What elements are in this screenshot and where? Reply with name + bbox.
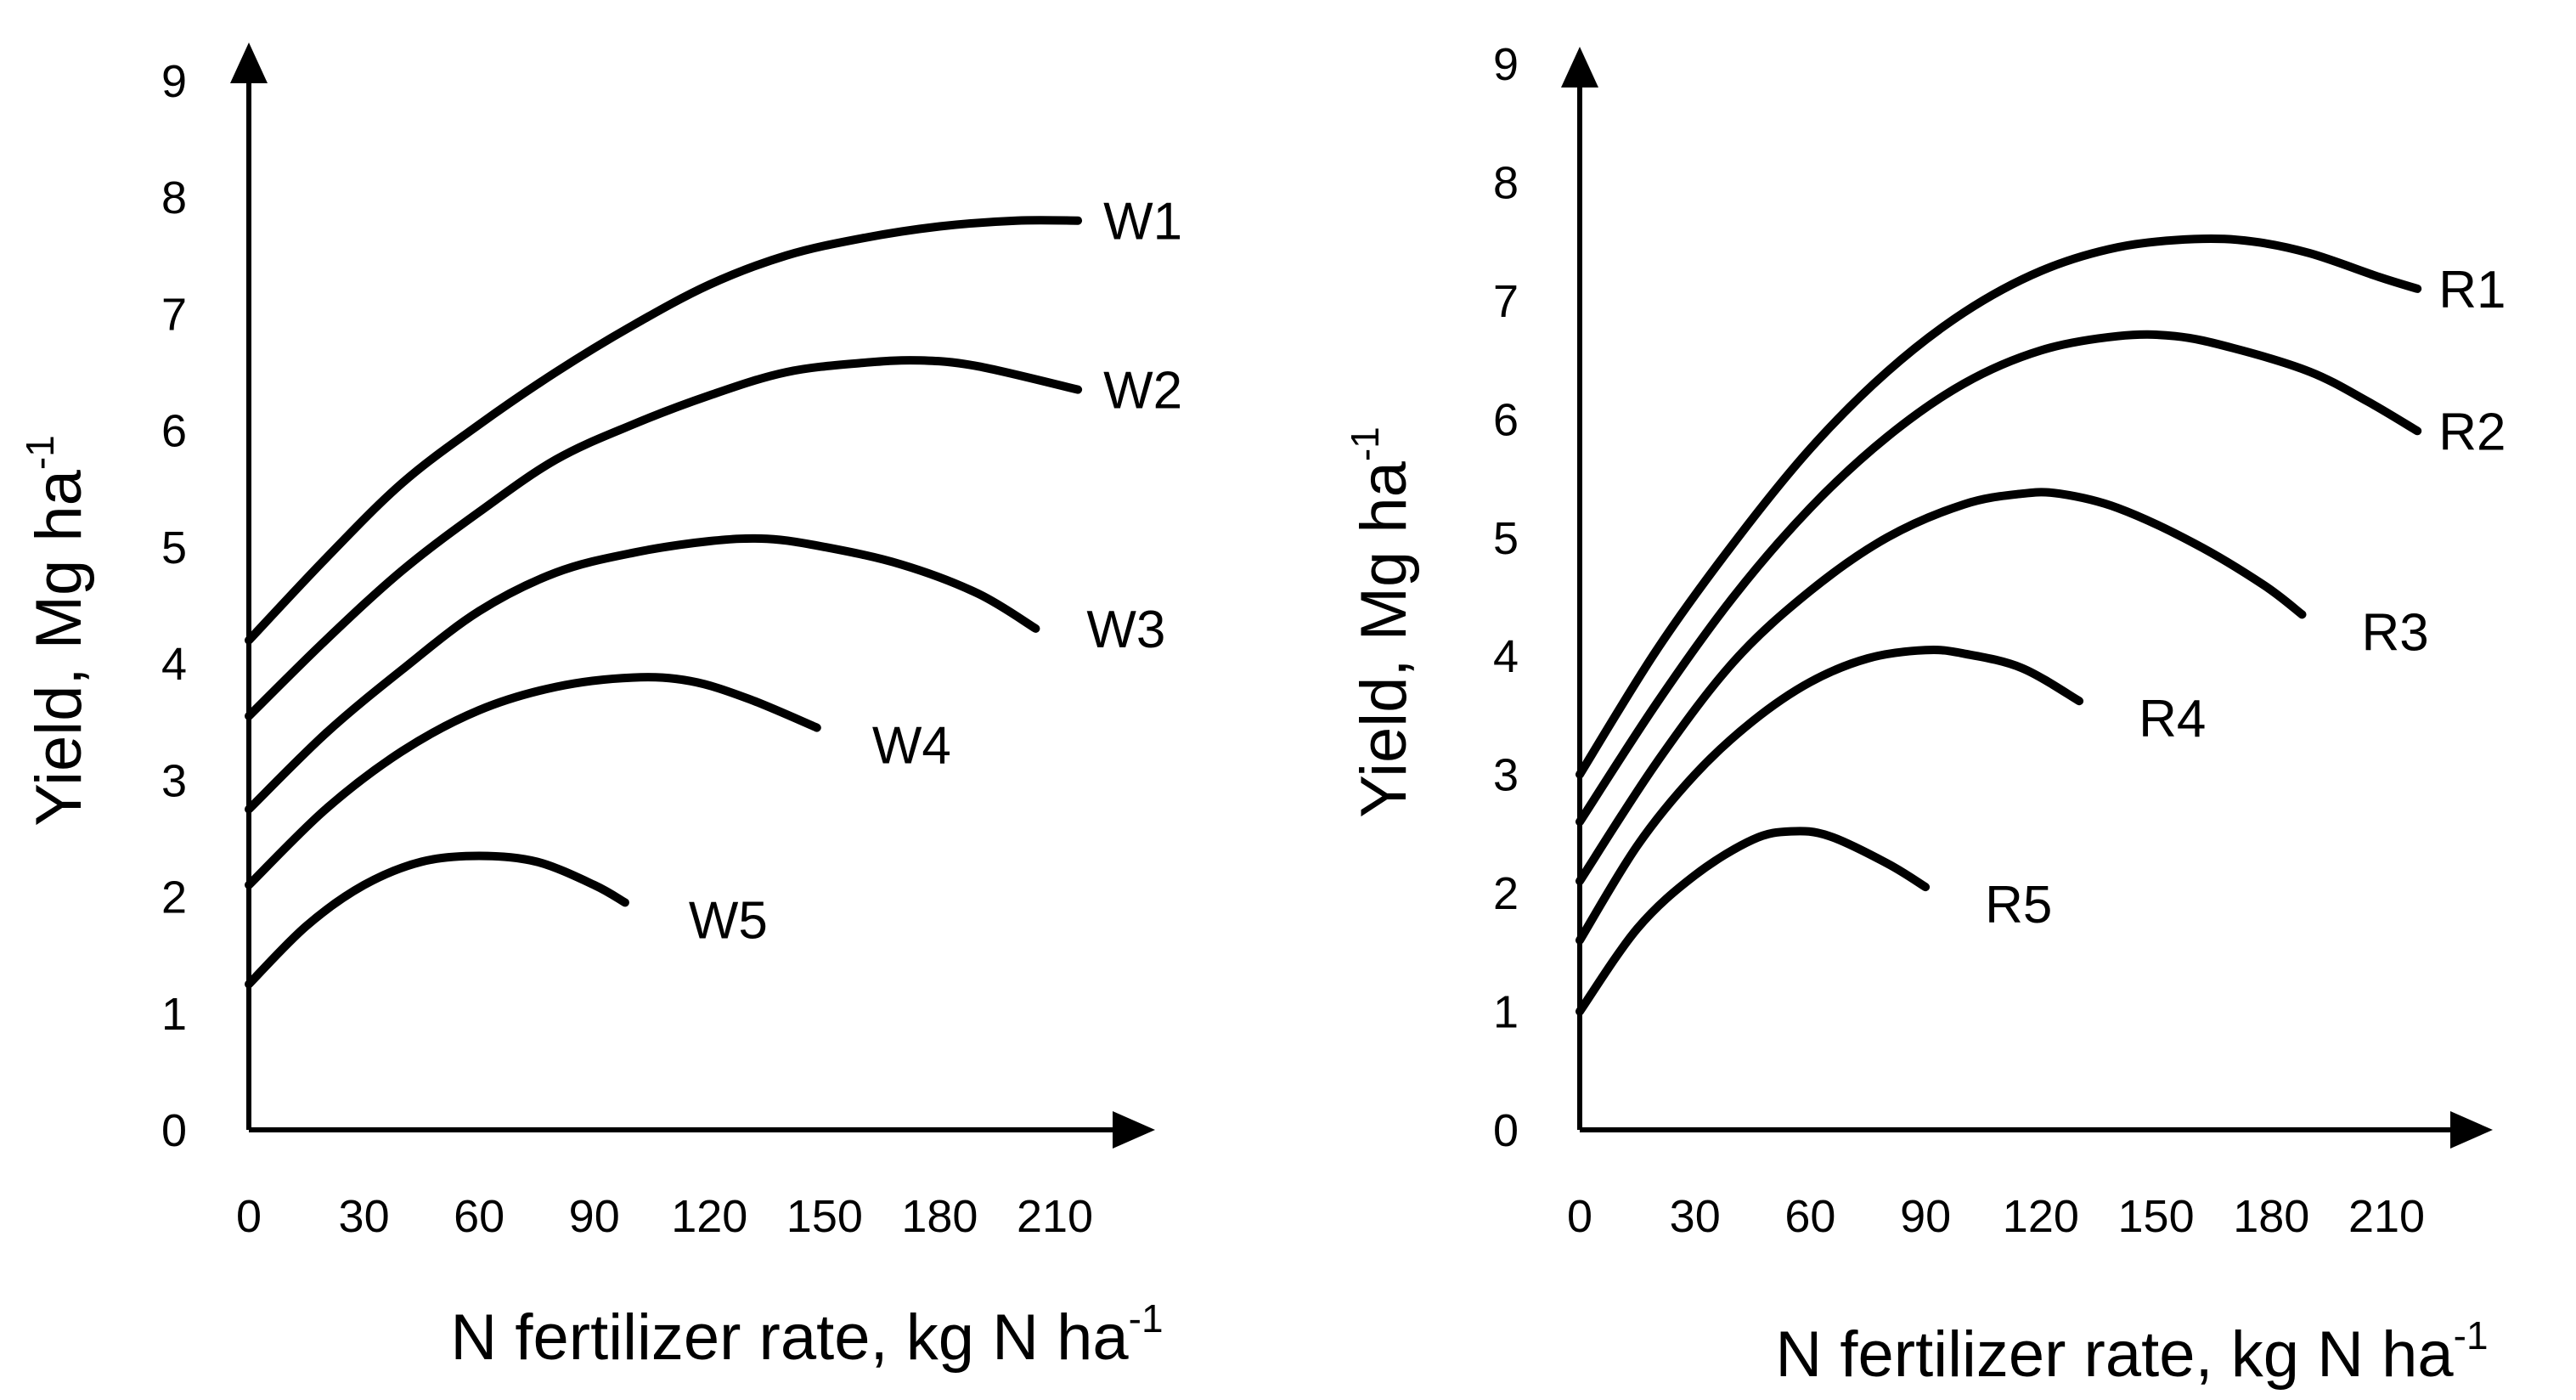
y-axis-title-superscript: -1: [1343, 426, 1387, 461]
x-axis-arrow-icon: [1113, 1111, 1155, 1149]
x-tick-label: 30: [1670, 1191, 1721, 1242]
x-axis-title: N fertilizer rate, kg N ha-1: [450, 1296, 1163, 1374]
series-label-r1: R1: [2438, 261, 2506, 319]
y-tick-label: 4: [161, 639, 187, 690]
x-tick-label: 180: [901, 1191, 978, 1242]
y-tick-label: 7: [161, 289, 187, 340]
x-tick-label: 210: [2348, 1191, 2425, 1242]
x-tick-label: 120: [2003, 1191, 2079, 1242]
x-axis-arrow-icon: [2450, 1111, 2493, 1149]
y-tick-label: 5: [1493, 513, 1519, 564]
series-line-w3: [245, 533, 1040, 814]
x-axis-title-text: N fertilizer rate, kg N ha: [450, 1301, 1129, 1374]
series-label-w5: W5: [689, 891, 768, 950]
y-tick-label: 1: [161, 989, 187, 1040]
y-tick-label: 7: [1493, 276, 1519, 327]
series-line-r5: [1575, 827, 1931, 1016]
series-line-w1: [245, 216, 1083, 645]
y-axis-title: Yield, Mg ha-1: [18, 435, 95, 827]
y-tick-label: 1: [1493, 987, 1519, 1038]
y-axis-arrow-icon: [230, 42, 268, 83]
y-tick-label: 9: [1493, 39, 1519, 90]
x-tick-label: 30: [339, 1191, 390, 1242]
y-tick-label: 0: [1493, 1105, 1519, 1156]
x-tick-label: 150: [2118, 1191, 2195, 1242]
x-tick-label: 60: [454, 1191, 504, 1242]
y-tick-label: 6: [161, 406, 187, 457]
y-axis-title-text: Yield, Mg ha: [23, 469, 95, 826]
x-tick-label: 180: [2233, 1191, 2309, 1242]
x-tick-label: 0: [1567, 1191, 1592, 1242]
series-label-r3: R3: [2361, 603, 2428, 662]
y-tick-label: 9: [161, 56, 187, 107]
y-tick-label: 3: [1493, 750, 1519, 801]
x-tick-label: 150: [786, 1191, 863, 1242]
series-label-w2: W2: [1103, 362, 1182, 421]
series-label-w4: W4: [872, 717, 951, 776]
y-axis-title: Yield, Mg ha-1: [1343, 426, 1420, 818]
x-tick-label: 90: [1900, 1191, 1951, 1242]
series-line-w2: [245, 356, 1083, 720]
series-line-w4: [245, 673, 821, 889]
x-axis-title-text: N fertilizer rate, kg N ha: [1775, 1318, 2454, 1391]
y-tick-label: 6: [1493, 394, 1519, 445]
x-tick-label: 60: [1784, 1191, 1835, 1242]
x-axis-title-superscript: -1: [1129, 1296, 1164, 1341]
y-tick-label: 2: [1493, 868, 1519, 919]
y-axis-title-text: Yield, Mg ha: [1348, 460, 1420, 817]
y-tick-label: 8: [161, 172, 187, 223]
series-label-r2: R2: [2438, 403, 2506, 461]
series-line-r1: [1575, 234, 2422, 779]
series-line-r4: [1575, 646, 2084, 945]
y-tick-label: 2: [161, 872, 187, 923]
series-label-w1: W1: [1103, 193, 1182, 251]
series-line-r3: [1575, 488, 2307, 886]
y-tick-label: 4: [1493, 631, 1519, 682]
series-line-w5: [245, 851, 629, 989]
y-tick-label: 3: [161, 755, 187, 806]
x-axis-title-superscript: -1: [2454, 1313, 2489, 1358]
x-tick-label: 210: [1017, 1191, 1093, 1242]
y-axis-title-superscript: -1: [18, 435, 62, 470]
x-tick-label: 0: [236, 1191, 262, 1242]
x-tick-label: 90: [569, 1191, 620, 1242]
y-tick-label: 5: [161, 522, 187, 573]
y-tick-label: 8: [1493, 157, 1519, 208]
series-label-r4: R4: [2139, 690, 2206, 748]
y-axis-arrow-icon: [1561, 47, 1598, 88]
series-label-w3: W3: [1086, 601, 1165, 659]
x-axis-title: N fertilizer rate, kg N ha-1: [1775, 1313, 2488, 1391]
x-tick-label: 120: [671, 1191, 747, 1242]
series-line-r2: [1575, 330, 2422, 827]
y-tick-label: 0: [161, 1105, 187, 1156]
series-label-r5: R5: [1985, 876, 2052, 934]
